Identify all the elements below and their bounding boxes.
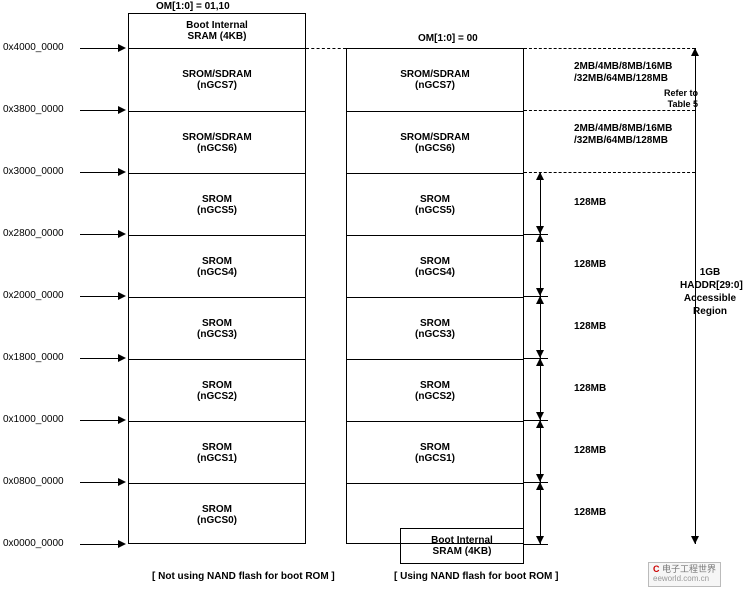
memory-map-col2: SROM/SDRAM(nGCS7)SROM/SDRAM(nGCS6)SROM(n… — [346, 48, 524, 544]
address-label: 0x4000_0000 — [3, 42, 64, 53]
address-arrow-head — [118, 168, 126, 176]
tick-line — [524, 48, 695, 49]
address-arrow-head — [118, 540, 126, 548]
dim-arrow — [536, 536, 544, 544]
address-arrow-head — [118, 292, 126, 300]
dim-arrow — [536, 226, 544, 234]
address-label: 0x1000_0000 — [3, 414, 64, 425]
address-label: 0x2800_0000 — [3, 228, 64, 239]
bank-cell: SROM(nGCS3) — [129, 297, 305, 359]
size-label-var1: 2MB/4MB/8MB/16MB /32MB/64MB/128MB — [574, 61, 672, 85]
size-label: 128MB — [574, 197, 606, 208]
dim-arrow — [536, 350, 544, 358]
dim-line — [540, 234, 541, 296]
address-arrow-line — [80, 544, 120, 545]
address-arrow-line — [80, 420, 120, 421]
address-arrow-line — [80, 482, 120, 483]
tick-line — [524, 172, 695, 173]
address-label: 0x0000_0000 — [3, 538, 64, 549]
address-arrow-head — [118, 106, 126, 114]
caption-col2: [ Using NAND flash for boot ROM ] — [394, 571, 558, 582]
dim-arrow — [691, 536, 699, 544]
bank-cell: SROM(nGCS1) — [129, 421, 305, 483]
bank-cell: SROM(nGCS4) — [347, 235, 523, 297]
address-arrow-head — [118, 416, 126, 424]
size-label: 128MB — [574, 259, 606, 270]
bank-cell: SROM/SDRAM(nGCS6) — [347, 111, 523, 173]
address-arrow-head — [118, 230, 126, 238]
boot-internal-bottom: Boot InternalSRAM (4KB) — [400, 528, 524, 564]
size-label: 128MB — [574, 445, 606, 456]
total-region-label: 1GBHADDR[29:0]AccessibleRegion — [680, 266, 740, 318]
bank-cell: SROM(nGCS4) — [129, 235, 305, 297]
tick-line — [524, 544, 548, 545]
address-label: 0x3800_0000 — [3, 104, 64, 115]
refer-label: Refer to Table 5 — [664, 88, 698, 110]
address-label: 0x3000_0000 — [3, 166, 64, 177]
tick-line — [524, 110, 695, 111]
header-col1: OM[1:0] = 01,10 — [156, 1, 230, 12]
dim-arrow — [536, 288, 544, 296]
address-arrow-head — [118, 44, 126, 52]
address-label: 0x2000_0000 — [3, 290, 64, 301]
dim-arrow — [536, 474, 544, 482]
bank-cell: SROM/SDRAM(nGCS6) — [129, 111, 305, 173]
dim-line — [540, 296, 541, 358]
bank-cell: SROM(nGCS1) — [347, 421, 523, 483]
address-arrow-line — [80, 234, 120, 235]
dim-arrow — [536, 172, 544, 180]
size-label: 128MB — [574, 321, 606, 332]
size-label-var2: 2MB/4MB/8MB/16MB /32MB/64MB/128MB — [574, 123, 672, 147]
address-label: 0x0800_0000 — [3, 476, 64, 487]
address-arrow-line — [80, 172, 120, 173]
dim-arrow — [536, 482, 544, 490]
address-arrow-line — [80, 358, 120, 359]
bank-cell: SROM(nGCS5) — [129, 173, 305, 235]
header-col2: OM[1:0] = 00 — [418, 33, 478, 44]
address-arrow-line — [80, 110, 120, 111]
address-arrow-line — [80, 48, 120, 49]
bank-cell: SROM/SDRAM(nGCS7) — [347, 49, 523, 111]
dim-arrow — [536, 420, 544, 428]
dash-connector — [306, 48, 346, 49]
address-arrow-line — [80, 296, 120, 297]
dim-line — [540, 420, 541, 482]
dim-arrow — [536, 234, 544, 242]
address-arrow-head — [118, 478, 126, 486]
bank-cell: SROM(nGCS2) — [347, 359, 523, 421]
dim-arrow — [536, 296, 544, 304]
dim-arrow — [536, 412, 544, 420]
watermark-logo: C 电子工程世界eeworld.com.cn — [648, 562, 721, 587]
address-arrow-head — [118, 354, 126, 362]
caption-col1: [ Not using NAND flash for boot ROM ] — [152, 571, 335, 582]
dim-line-top — [695, 48, 696, 172]
bank-cell: SROM/SDRAM(nGCS7) — [129, 49, 305, 111]
size-label: 128MB — [574, 507, 606, 518]
bank-cell: SROM(nGCS5) — [347, 173, 523, 235]
bank-cell: SROM(nGCS3) — [347, 297, 523, 359]
bank-cell: SROM(nGCS0) — [129, 483, 305, 545]
dim-line — [540, 172, 541, 234]
boot-internal-top: Boot InternalSRAM (4KB) — [128, 13, 306, 48]
dim-arrow — [536, 358, 544, 366]
address-label: 0x1800_0000 — [3, 352, 64, 363]
memory-map-col1: SROM/SDRAM(nGCS7)SROM/SDRAM(nGCS6)SROM(n… — [128, 48, 306, 544]
dim-line — [540, 358, 541, 420]
size-label: 128MB — [574, 383, 606, 394]
bank-cell: SROM(nGCS2) — [129, 359, 305, 421]
dim-line — [540, 482, 541, 544]
